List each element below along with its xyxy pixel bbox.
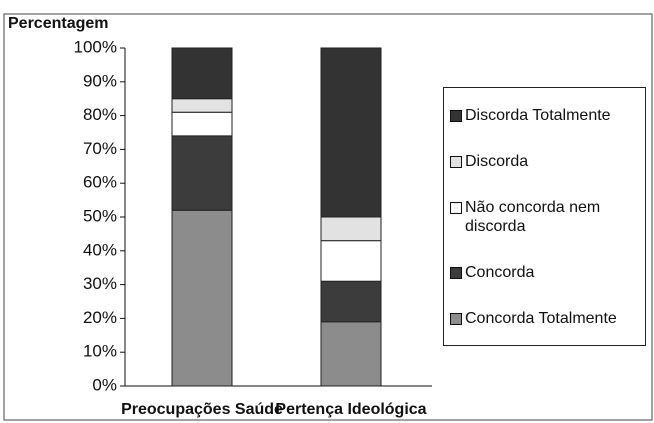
y-tick-label: 100% [74,37,117,56]
legend-label: Discorda Totalmente [465,106,611,124]
bar-segment [320,216,382,242]
legend-item: Concorda [444,263,645,282]
legend-label: Concorda [465,263,535,281]
bar-segment [171,111,233,137]
y-tick-label: 90% [83,71,117,90]
legend-item: Não concorda nem discorda [444,198,645,236]
legend-swatch [450,266,462,279]
y-tick-label: 60% [83,173,117,192]
bar-segment [320,240,382,282]
legend-item: Discorda Totalmente [444,106,645,125]
bar-segment [320,47,382,218]
y-tick-label: 30% [83,274,117,293]
bar-segment [171,47,233,100]
y-tick-label: 40% [83,240,117,259]
x-tick-label: Pertença Ideológica [275,401,426,418]
legend-label: Concorda Totalmente [465,309,617,327]
bar-segment [320,321,382,387]
legend-swatch [450,312,462,325]
legend-label: Não concorda nem discorda [465,198,601,235]
bar-segment [320,280,382,323]
y-axis-title: Percentagem [8,15,109,32]
outer-frame [3,13,653,421]
legend-item: Discorda [444,152,645,171]
y-tick-label: 70% [83,139,117,158]
legend-swatch [450,155,462,168]
x-tick-label: Preocupações Saúde [121,401,283,418]
bar-segment [171,209,233,387]
y-tick-label: 50% [83,206,117,225]
y-tick-label: 80% [83,105,117,124]
legend-swatch [450,201,462,214]
y-tick-label: 0% [92,375,117,394]
legend-swatch [450,109,462,122]
bar-segment [171,135,233,211]
legend-label: Discorda [465,152,529,170]
legend: Discorda Totalmente Discorda Não concorda … [443,87,646,346]
bar-segment [171,98,233,113]
y-tick-label: 20% [83,308,117,327]
y-tick-label: 10% [83,342,117,361]
legend-item: Concorda Totalmente [444,309,645,328]
